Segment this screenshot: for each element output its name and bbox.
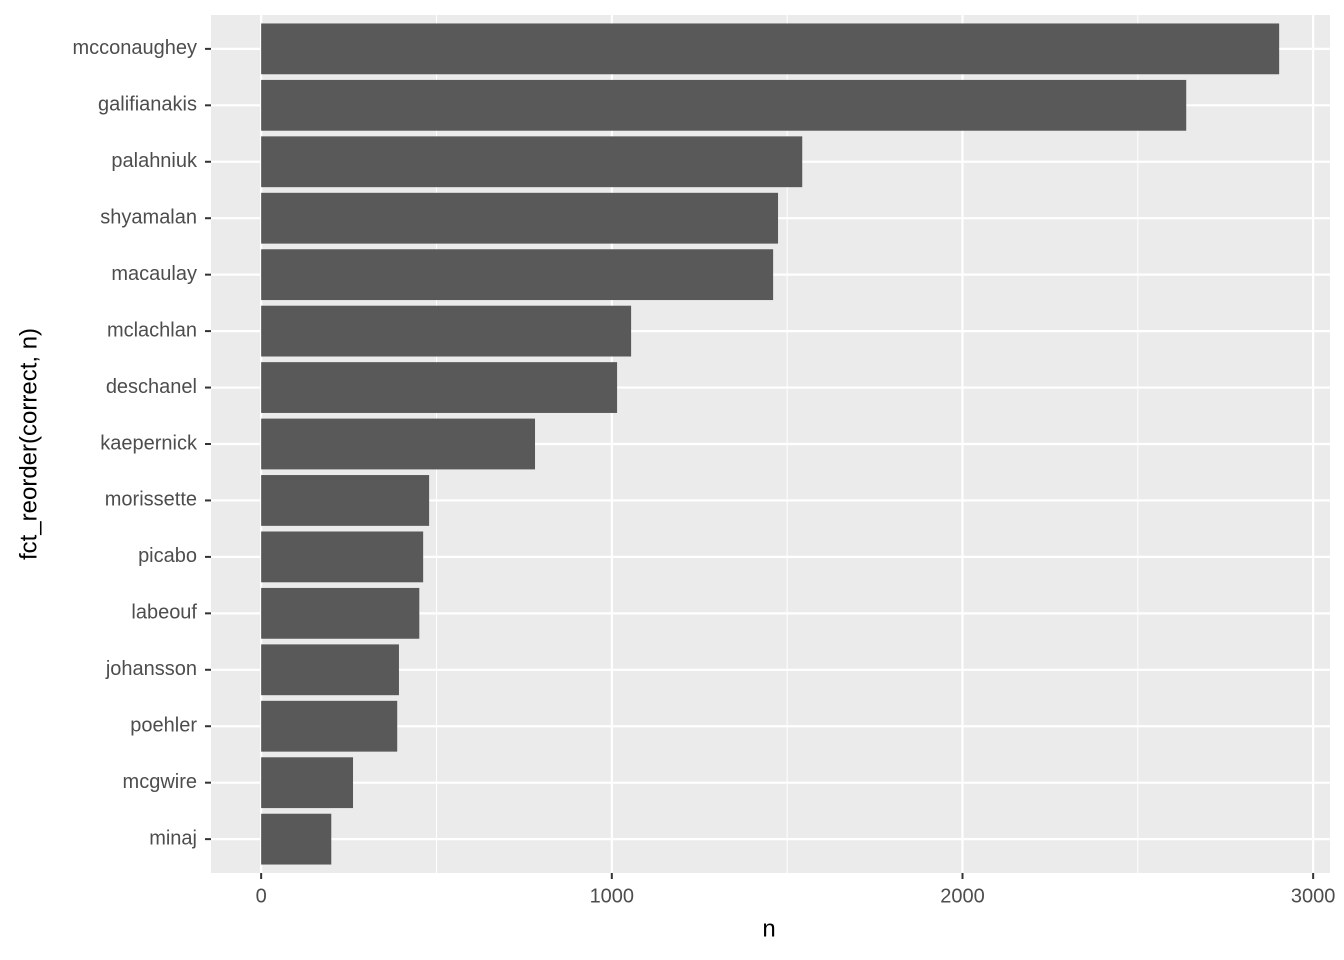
y-tick-label: mcconaughey (72, 37, 197, 59)
bar (261, 700, 398, 752)
x-tick-label: 0 (256, 885, 267, 907)
bar (261, 587, 420, 639)
x-tick-label: 2000 (940, 885, 985, 907)
y-tick-label: poehler (130, 715, 197, 737)
x-tick-label: 1000 (590, 885, 635, 907)
bar (261, 305, 632, 357)
y-tick-label: kaepernick (100, 432, 198, 454)
bar (261, 531, 424, 583)
bar (261, 249, 774, 301)
y-tick-label: picabo (138, 545, 197, 567)
x-tick-label: 3000 (1291, 885, 1336, 907)
y-tick-label: minaj (149, 827, 197, 849)
bar (261, 79, 1187, 131)
y-tick-label: labeouf (131, 602, 197, 624)
y-tick-label: deschanel (106, 376, 197, 398)
bar (261, 475, 430, 526)
y-axis-title: fct_reorder(correct, n) (15, 328, 42, 560)
y-tick-label: mclachlan (107, 319, 197, 341)
bar (261, 813, 332, 865)
y-tick-label: shyamalan (100, 206, 197, 228)
y-tick-label: mcgwire (123, 771, 197, 793)
bar (261, 192, 779, 244)
bar (261, 757, 354, 809)
y-tick-label: palahniuk (111, 150, 198, 172)
y-tick-label: morissette (105, 489, 197, 511)
bar (261, 23, 1280, 75)
bar (261, 136, 803, 188)
y-tick-label: macaulay (111, 263, 197, 285)
bar (261, 418, 536, 470)
y-tick-label: johansson (105, 658, 197, 680)
bar (261, 644, 399, 696)
y-tick-label: galifianakis (98, 94, 197, 116)
bar (261, 362, 618, 413)
x-axis-title: n (762, 915, 775, 942)
